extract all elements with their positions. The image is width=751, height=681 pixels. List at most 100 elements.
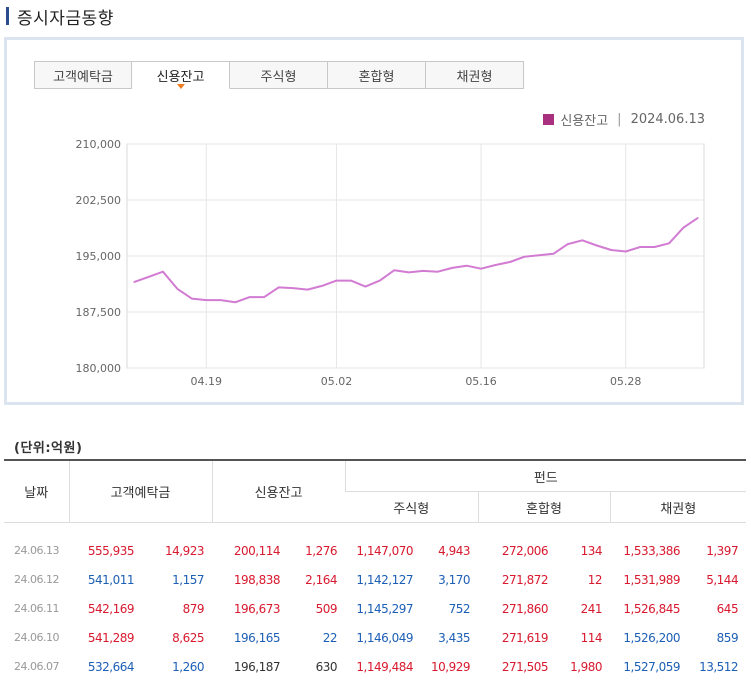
data-point: [668, 242, 670, 244]
tab-label: 혼합형: [358, 69, 395, 85]
legend-series-name: 신용잔고: [560, 114, 609, 129]
data-point: [335, 280, 338, 282]
table-row: 24.06.07 532,664 1,260 196,187 630 1,149,484 1…: [4, 652, 746, 681]
cell-change: 509: [315, 601, 338, 616]
data-point: [581, 239, 583, 241]
data-point: [451, 267, 453, 269]
cell-change: 10,929: [431, 659, 471, 674]
cell-amount: 196,673: [233, 601, 281, 616]
legend-swatch: [543, 114, 555, 125]
cell-amount: 532,664: [87, 659, 135, 674]
cell-amount: 1,142,127: [356, 572, 413, 587]
tab-bond-fund[interactable]: 채권형: [426, 61, 524, 89]
active-caret-icon: [176, 84, 185, 89]
data-point: [552, 253, 554, 255]
data-point: [682, 227, 685, 229]
data-point: [408, 271, 410, 274]
row-date: 24.06.13: [14, 544, 59, 557]
cell-change: 1,980: [570, 659, 602, 674]
data-point: [364, 286, 366, 288]
series-line-credit-balance: [133, 216, 699, 304]
cell-change: 3,170: [438, 572, 470, 587]
x-tick-label: 04.19: [191, 375, 223, 388]
cell-amount: 541,289: [87, 630, 135, 645]
cell-amount: 542,169: [87, 601, 135, 616]
x-tick-label: 05.28: [610, 375, 642, 388]
cell-change: 5,144: [706, 572, 739, 587]
chart-tabs: 고객예탁금 신용잔고 주식형 혼합형 채권형: [34, 61, 524, 89]
cell-amount: 1,145,297: [356, 601, 413, 616]
cell-change: 114: [580, 630, 603, 645]
table-row: 24.06.12 541,011 1,157 198,838 2,164 1,142,12…: [4, 565, 746, 594]
col-date: 날짜: [4, 459, 69, 523]
col-credit: 신용잔고: [211, 459, 345, 523]
data-point: [133, 281, 135, 283]
col-bond: 채권형: [609, 491, 747, 523]
line-chart: 180,000 187,500 195,000 202,500 210,000 04.19…: [76, 138, 705, 388]
data-point: [350, 280, 352, 282]
col-fund: 펀드: [344, 459, 747, 492]
data-point: [292, 287, 294, 289]
data-point: [422, 270, 424, 272]
cell-amount: 272,006: [501, 543, 549, 558]
data-point: [480, 268, 482, 270]
tab-label: 채권형: [456, 69, 493, 85]
data-point: [176, 288, 178, 290]
tab-deposit[interactable]: 고객예탁금: [34, 61, 132, 89]
table-row: 24.06.11 542,169 879 196,673 509 1,145,297 752…: [4, 594, 746, 623]
data-point: [249, 296, 251, 298]
y-tick-label: 195,000: [76, 250, 122, 263]
col-deposit: 고객예탁금: [68, 459, 212, 523]
cell-change: 3,435: [438, 630, 470, 645]
unit-label: (단위:억원): [14, 441, 83, 456]
cell-change: 12: [587, 572, 603, 587]
cell-amount: 196,187: [233, 659, 281, 674]
data-point: [437, 271, 439, 273]
cell-change: 22: [322, 630, 338, 645]
col-stock: 주식형: [345, 491, 478, 523]
data-point: [509, 261, 511, 263]
legend-date: 2024.06.13: [630, 112, 705, 127]
data-point: [625, 250, 627, 253]
page-title: 증시자금동향: [6, 4, 114, 29]
cell-change: 13,512: [699, 659, 739, 674]
y-tick-label: 187,500: [76, 306, 122, 319]
data-point: [379, 280, 381, 282]
cell-change: 1,276: [305, 543, 337, 558]
table-row: 24.06.10 541,289 8,625 196,165 22 1,146,049 3,…: [4, 623, 746, 652]
x-tick-label: 05.16: [465, 375, 497, 388]
page-title-text: 증시자금동향: [17, 8, 114, 29]
row-date: 24.06.11: [14, 602, 59, 615]
chart-panel: 고객예탁금 신용잔고 주식형 혼합형 채권형 신용잔고 | 2024.06.13…: [4, 37, 744, 405]
fund-flow-table: 날짜 고객예탁금 신용잔고 펀드 주식형 혼합형 채권형 24.06.13 555…: [4, 459, 747, 681]
row-date: 24.06.07: [14, 660, 59, 673]
data-point: [466, 265, 468, 267]
data-point: [162, 271, 164, 273]
cell-change: 134: [580, 543, 603, 558]
cell-amount: 541,011: [87, 572, 135, 587]
cell-amount: 1,531,989: [623, 572, 680, 587]
data-point: [321, 285, 323, 287]
cell-change: 859: [716, 630, 739, 645]
cell-amount: 1,146,049: [356, 630, 413, 645]
data-point: [278, 286, 280, 288]
data-point: [523, 256, 526, 258]
y-tick-label: 180,000: [76, 362, 122, 375]
data-point: [393, 269, 395, 271]
tab-stock-fund[interactable]: 주식형: [230, 61, 328, 89]
cell-amount: 200,114: [233, 543, 281, 558]
data-point: [263, 296, 265, 298]
data-point: [639, 246, 641, 248]
data-point: [147, 276, 150, 278]
tab-credit-balance[interactable]: 신용잔고: [132, 61, 230, 89]
y-tick-label: 210,000: [76, 138, 122, 151]
cell-amount: 271,872: [501, 572, 549, 587]
cell-amount: 1,149,484: [356, 659, 413, 674]
cell-change: 1,157: [172, 572, 204, 587]
data-point: [220, 299, 222, 301]
cell-change: 1,397: [706, 543, 739, 558]
data-point: [306, 289, 309, 291]
cell-change: 645: [716, 601, 739, 616]
tab-mixed-fund[interactable]: 혼합형: [328, 61, 426, 89]
row-date: 24.06.12: [14, 573, 59, 586]
